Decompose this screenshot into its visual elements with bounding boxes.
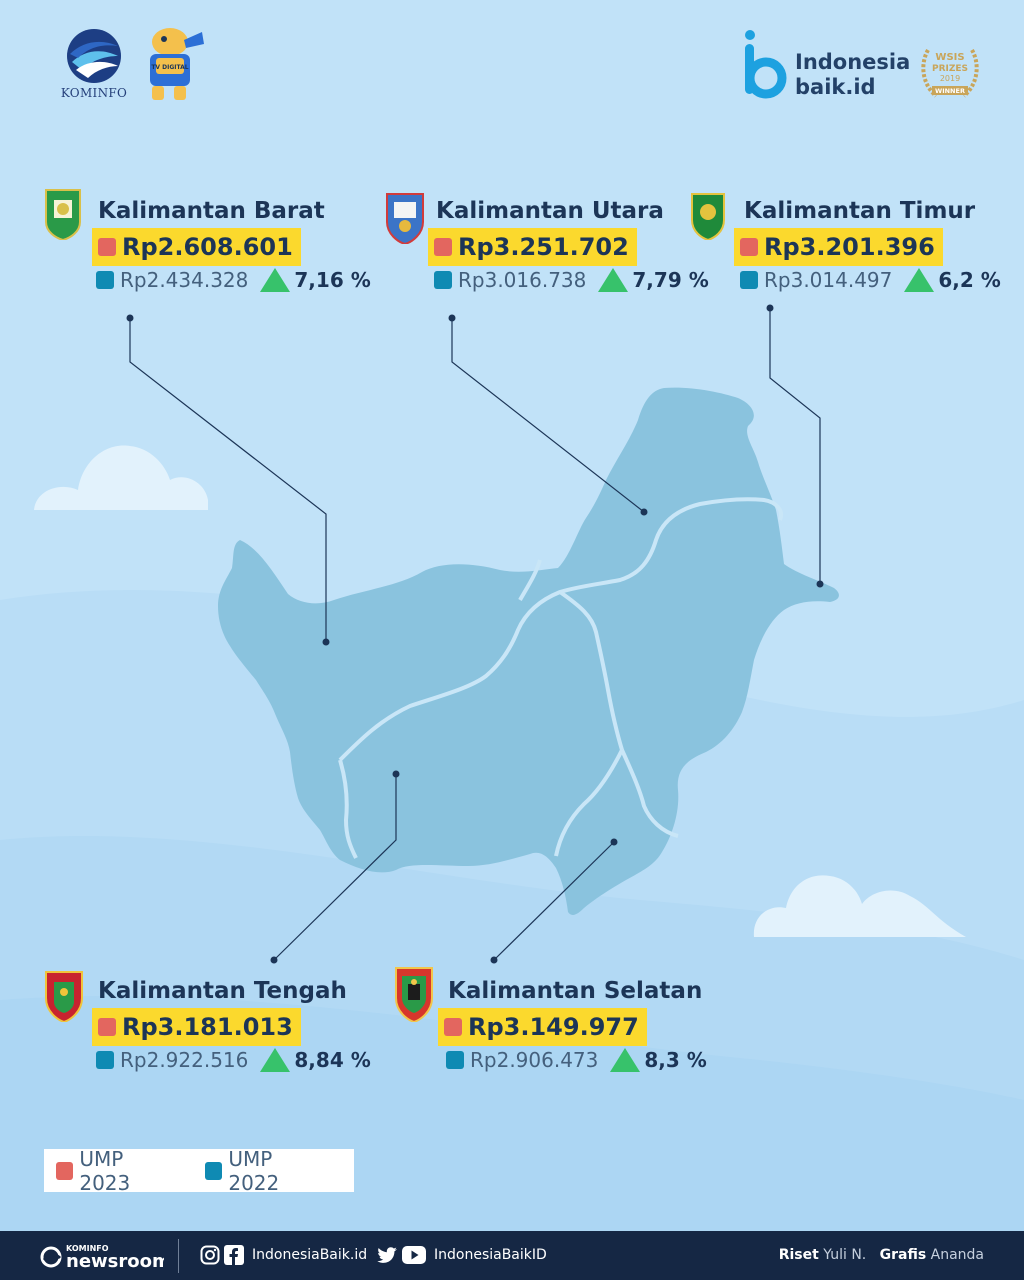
ump-2022-row: Rp3.014.497 6,2 % bbox=[740, 268, 1001, 292]
twitter-icon[interactable] bbox=[376, 1245, 398, 1265]
riset-name: Yuli N. bbox=[823, 1247, 867, 1263]
connector-dots bbox=[126, 304, 824, 964]
increase-percent: 8,84 % bbox=[294, 1048, 371, 1072]
ump-2023-text: Rp3.201.396 bbox=[764, 233, 935, 261]
indonesia-baik-logo-icon bbox=[745, 30, 787, 99]
credits: Riset Yuli N. Grafis Ananda bbox=[779, 1247, 984, 1263]
cloud-right bbox=[753, 875, 966, 937]
kominfo-newsroom-logo: KOMINFO newsroom bbox=[40, 1244, 164, 1270]
ump-2023-text: Rp3.181.013 bbox=[122, 1013, 293, 1041]
ump-2023-value: Rp2.608.601 bbox=[92, 228, 301, 266]
ump-2023-value: Rp3.201.396 bbox=[734, 228, 943, 266]
up-triangle-icon bbox=[904, 268, 935, 292]
legend: UMP 2023 UMP 2022 bbox=[44, 1147, 354, 1195]
ump-2022-row: Rp3.016.738 7,79 % bbox=[434, 268, 709, 292]
increase-percent: 6,2 % bbox=[938, 268, 1001, 292]
province-name: Kalimantan Utara bbox=[436, 198, 664, 224]
legend-swatch-ump2023 bbox=[56, 1161, 74, 1180]
ump-2022-text: Rp2.434.328 bbox=[120, 268, 249, 292]
kalbar-emblem-icon bbox=[45, 189, 81, 240]
ump-2022-row: Rp2.434.328 7,16 % bbox=[96, 268, 371, 292]
ump-2022-text: Rp3.014.497 bbox=[764, 268, 893, 292]
ump-2022-text: Rp2.922.516 bbox=[120, 1048, 249, 1072]
up-triangle-icon bbox=[260, 268, 291, 292]
award-line-1: WSIS bbox=[935, 52, 964, 63]
instagram-icon[interactable] bbox=[200, 1245, 220, 1265]
riset-label: Riset bbox=[778, 1247, 819, 1263]
social-handle-2[interactable]: IndonesiaBaikID bbox=[434, 1247, 547, 1263]
increase-percent: 7,79 % bbox=[632, 268, 709, 292]
ump-2023-swatch bbox=[444, 1018, 462, 1036]
ump-2022-swatch bbox=[446, 1051, 464, 1069]
brand-line-1: Indonesia bbox=[795, 50, 911, 74]
mascot-badge: TV DIGITAL bbox=[151, 64, 188, 71]
ump-2022-row: Rp2.906.473 8,3 % bbox=[446, 1048, 707, 1072]
tv-digital-mascot-icon: TV DIGITAL bbox=[150, 28, 204, 100]
kalimantan-map bbox=[218, 387, 839, 915]
ump-2023-value: Rp3.149.977 bbox=[438, 1008, 647, 1046]
province-name: Kalimantan Tengah bbox=[98, 978, 347, 1004]
grafis-name: Ananda bbox=[930, 1247, 984, 1263]
connector-lines bbox=[129, 308, 821, 961]
province-name: Kalimantan Timur bbox=[744, 198, 976, 224]
award-ribbon: WINNER bbox=[935, 87, 965, 95]
kalteng-emblem-icon bbox=[45, 971, 83, 1022]
kominfo-emblem-icon bbox=[67, 29, 121, 83]
ump-2023-text: Rp3.149.977 bbox=[468, 1013, 639, 1041]
ump-2022-swatch bbox=[96, 271, 114, 289]
legend-item-ump2023: UMP 2023 bbox=[56, 1147, 177, 1195]
ump-2022-swatch bbox=[434, 271, 452, 289]
ump-2022-text: Rp2.906.473 bbox=[470, 1048, 599, 1072]
ump-2023-swatch bbox=[98, 238, 116, 256]
kominfo-logo: KOMINFO bbox=[52, 26, 136, 100]
ump-2022-row: Rp2.922.516 8,84 % bbox=[96, 1048, 371, 1072]
up-triangle-icon bbox=[260, 1048, 291, 1072]
up-triangle-icon bbox=[598, 268, 629, 292]
legend-item-ump2022: UMP 2022 bbox=[205, 1147, 326, 1195]
ump-2022-text: Rp3.016.738 bbox=[458, 268, 587, 292]
award-line-2: PRIZES bbox=[932, 64, 968, 74]
footer-brand: newsroom bbox=[66, 1251, 164, 1270]
increase-percent: 8,3 % bbox=[644, 1048, 707, 1072]
wsis-award-badge: WSIS PRIZES 2019 WINNER bbox=[921, 49, 979, 98]
award-year: 2019 bbox=[940, 74, 960, 83]
legend-label-ump2023: UMP 2023 bbox=[79, 1146, 131, 1195]
footer: KOMINFO newsroom IndonesiaBaik.id bbox=[0, 1231, 1024, 1280]
ump-2023-text: Rp2.608.601 bbox=[122, 233, 293, 261]
grafis-label: Grafis bbox=[879, 1247, 927, 1263]
kominfo-label: KOMINFO bbox=[60, 86, 128, 100]
province-name: Kalimantan Selatan bbox=[448, 978, 703, 1004]
ump-2023-value: Rp3.251.702 bbox=[428, 228, 637, 266]
social-group-2: IndonesiaBaikID bbox=[376, 1245, 547, 1265]
cloud-left bbox=[34, 445, 208, 510]
legend-swatch-ump2022 bbox=[205, 1161, 223, 1180]
footer-divider bbox=[178, 1239, 179, 1273]
ump-2022-swatch bbox=[740, 271, 758, 289]
up-triangle-icon bbox=[610, 1048, 641, 1072]
kalut-emblem-icon bbox=[386, 193, 424, 244]
facebook-icon[interactable] bbox=[224, 1245, 244, 1265]
kaltim-emblem-icon bbox=[691, 193, 725, 240]
ump-2023-swatch bbox=[434, 238, 452, 256]
increase-percent: 7,16 % bbox=[294, 268, 371, 292]
footer-brand-small: KOMINFO bbox=[66, 1244, 109, 1253]
ump-2023-swatch bbox=[98, 1018, 116, 1036]
legend-label-ump2022: UMP 2022 bbox=[228, 1146, 280, 1195]
ump-2023-text: Rp3.251.702 bbox=[458, 233, 629, 261]
youtube-icon[interactable] bbox=[402, 1246, 426, 1264]
ump-2023-value: Rp3.181.013 bbox=[92, 1008, 301, 1046]
kalsel-emblem-icon bbox=[395, 967, 433, 1022]
social-handle-1[interactable]: IndonesiaBaik.id bbox=[252, 1247, 368, 1263]
brand-line-2: baik.id bbox=[795, 75, 876, 99]
ump-2022-swatch bbox=[96, 1051, 114, 1069]
province-name: Kalimantan Barat bbox=[98, 198, 325, 224]
ump-2023-swatch bbox=[740, 238, 758, 256]
social-group-1: IndonesiaBaik.id bbox=[200, 1245, 367, 1265]
indonesia-baik-wordmark: Indonesia baik.id bbox=[795, 50, 910, 100]
